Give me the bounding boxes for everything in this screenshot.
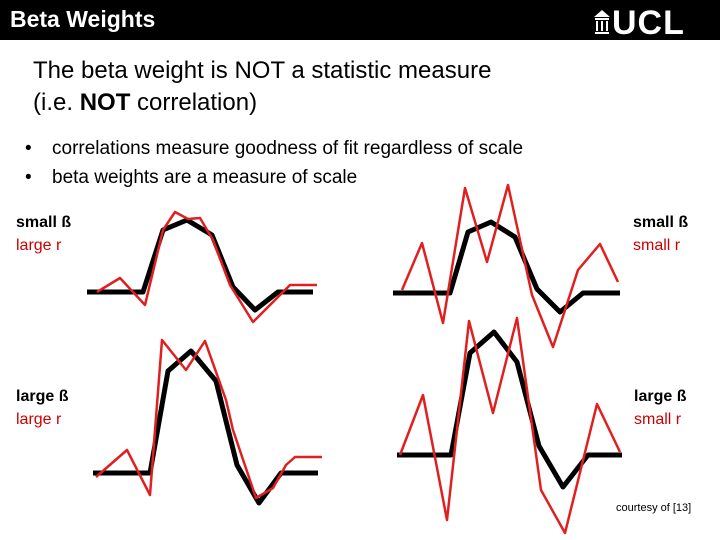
bullet-item: beta weights are a measure of scale (25, 163, 523, 192)
heading-line2-post: correlation) (130, 89, 258, 116)
label-bottom-right: large ß small r (634, 385, 686, 431)
label-top-right: small ß small r (633, 211, 688, 257)
bullet-item: correlations measure goodness of fit reg… (25, 134, 523, 163)
ucl-logo: UCL (592, 4, 702, 42)
r-label: large r (16, 411, 62, 428)
courtesy-note: courtesy of [13] (616, 502, 692, 514)
data-line (400, 183, 620, 349)
label-bottom-left: large ß large r (16, 385, 68, 431)
plot-top-left (87, 210, 317, 324)
beta-label: small ß (16, 214, 72, 231)
model-line (87, 217, 313, 313)
model-line (397, 329, 622, 490)
data-line (96, 210, 317, 324)
heading-line-1: The beta weight is NOT a statistic measu… (33, 55, 693, 87)
r-label: large r (16, 237, 62, 254)
label-top-left: small ß large r (16, 211, 71, 257)
heading-line1-pre: The beta weight is (33, 57, 235, 84)
heading-line2-pre: (i.e. (33, 89, 80, 116)
heading-line1-emph: NOT (234, 57, 285, 84)
r-label: small r (633, 237, 681, 254)
beta-label: large ß (16, 388, 69, 405)
model-line (393, 219, 620, 315)
plot-bottom-left (93, 338, 322, 506)
heading-line1-post: a statistic measure (284, 57, 492, 84)
beta-label: small ß (633, 214, 689, 231)
portico-icon (594, 10, 610, 34)
r-label: small r (634, 411, 682, 428)
bullet-list: correlations measure goodness of fit reg… (25, 134, 523, 192)
plot-top-right (393, 183, 620, 349)
data-line (398, 316, 622, 535)
plot-bottom-right (397, 316, 622, 535)
heading-line2-emph: NOT (79, 89, 131, 116)
data-line (95, 338, 322, 500)
logo-text: UCL (612, 4, 685, 42)
slide-title: Beta Weights (10, 6, 156, 32)
main-heading: The beta weight is NOT a statistic measu… (33, 55, 693, 119)
model-line (93, 348, 318, 506)
beta-label: large ß (634, 388, 687, 405)
heading-line-2: (i.e. NOT correlation) (33, 87, 693, 119)
